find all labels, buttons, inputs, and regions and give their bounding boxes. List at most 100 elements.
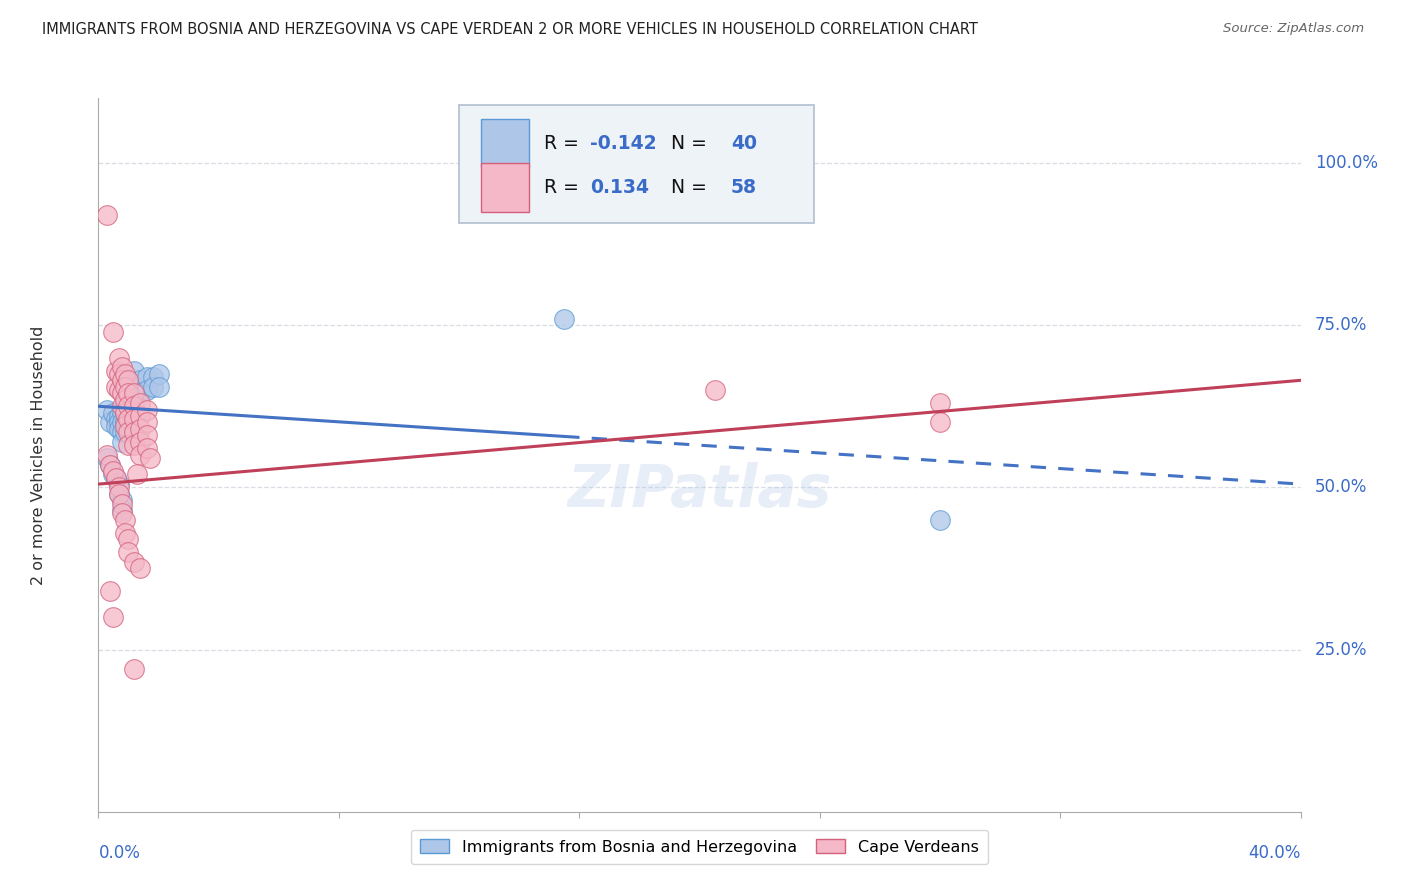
Point bbox=[108, 422, 131, 436]
Point bbox=[124, 412, 146, 426]
Point bbox=[124, 399, 146, 413]
Point bbox=[111, 434, 134, 449]
Text: R =: R = bbox=[544, 178, 585, 197]
Point bbox=[111, 386, 134, 401]
Point bbox=[129, 373, 152, 387]
Text: ZIPatlas: ZIPatlas bbox=[567, 462, 832, 519]
Point bbox=[96, 208, 118, 222]
Point bbox=[129, 422, 152, 436]
Point bbox=[117, 438, 139, 452]
Point bbox=[124, 425, 146, 440]
Point bbox=[108, 487, 131, 501]
FancyBboxPatch shape bbox=[481, 163, 529, 211]
Point bbox=[117, 399, 139, 413]
Point bbox=[114, 367, 136, 381]
Point bbox=[117, 533, 139, 547]
Text: 0.134: 0.134 bbox=[591, 178, 650, 197]
Point bbox=[124, 386, 146, 401]
Text: N =: N = bbox=[658, 134, 713, 153]
Text: 50.0%: 50.0% bbox=[1315, 478, 1368, 496]
Point bbox=[114, 406, 136, 420]
Point bbox=[129, 561, 152, 575]
Text: N =: N = bbox=[658, 178, 713, 197]
Point bbox=[135, 428, 157, 442]
Point bbox=[129, 409, 152, 423]
Point bbox=[135, 442, 157, 456]
Point bbox=[114, 416, 136, 430]
Point bbox=[111, 360, 134, 375]
Point bbox=[114, 380, 136, 394]
Point bbox=[108, 477, 131, 491]
Point bbox=[135, 416, 157, 430]
Point bbox=[108, 409, 131, 423]
Point bbox=[114, 392, 136, 407]
Point bbox=[553, 311, 575, 326]
Point bbox=[108, 351, 131, 365]
Point bbox=[129, 396, 152, 410]
Point bbox=[135, 370, 157, 384]
Point bbox=[103, 610, 125, 624]
Point bbox=[117, 406, 139, 420]
Point bbox=[117, 425, 139, 440]
Point bbox=[117, 412, 139, 426]
Point bbox=[114, 425, 136, 440]
Point bbox=[100, 584, 122, 599]
Text: 75.0%: 75.0% bbox=[1315, 316, 1368, 334]
Text: 2 or more Vehicles in Household: 2 or more Vehicles in Household bbox=[31, 326, 46, 584]
Point bbox=[127, 467, 149, 482]
Point bbox=[105, 380, 128, 394]
Point bbox=[114, 406, 136, 420]
Point bbox=[114, 525, 136, 540]
Point bbox=[108, 383, 131, 397]
Point bbox=[929, 513, 952, 527]
Point bbox=[105, 470, 128, 484]
Point bbox=[129, 448, 152, 462]
Point bbox=[129, 386, 152, 401]
Point bbox=[100, 416, 122, 430]
Text: 40: 40 bbox=[731, 134, 756, 153]
Point bbox=[111, 493, 134, 508]
Point bbox=[96, 451, 118, 466]
Point bbox=[117, 416, 139, 430]
Point bbox=[929, 416, 952, 430]
Point bbox=[111, 399, 134, 413]
Text: 40.0%: 40.0% bbox=[1249, 844, 1301, 862]
Point bbox=[111, 506, 134, 520]
Point bbox=[138, 451, 160, 466]
Point bbox=[103, 325, 125, 339]
Text: R =: R = bbox=[544, 134, 585, 153]
Point bbox=[148, 367, 170, 381]
Point bbox=[111, 416, 134, 430]
Point bbox=[124, 380, 146, 394]
Point bbox=[108, 480, 131, 494]
Point bbox=[117, 373, 139, 387]
Point bbox=[703, 383, 725, 397]
Point bbox=[108, 416, 131, 430]
FancyBboxPatch shape bbox=[481, 119, 529, 168]
Point bbox=[96, 448, 118, 462]
Text: IMMIGRANTS FROM BOSNIA AND HERZEGOVINA VS CAPE VERDEAN 2 OR MORE VEHICLES IN HOU: IMMIGRANTS FROM BOSNIA AND HERZEGOVINA V… bbox=[42, 22, 979, 37]
Text: 100.0%: 100.0% bbox=[1315, 154, 1378, 172]
Text: 25.0%: 25.0% bbox=[1315, 640, 1368, 658]
Point bbox=[129, 434, 152, 449]
Point bbox=[114, 418, 136, 433]
Point bbox=[114, 399, 136, 413]
Point bbox=[124, 555, 146, 569]
Point bbox=[108, 487, 131, 501]
Point bbox=[929, 396, 952, 410]
Point bbox=[141, 380, 163, 394]
Point bbox=[124, 662, 146, 676]
Point bbox=[117, 545, 139, 559]
Point bbox=[105, 363, 128, 377]
Point bbox=[148, 380, 170, 394]
Point bbox=[103, 464, 125, 478]
Point bbox=[141, 370, 163, 384]
Point bbox=[114, 513, 136, 527]
Point bbox=[124, 392, 146, 407]
Point bbox=[135, 402, 157, 417]
Point bbox=[100, 458, 122, 472]
Point bbox=[135, 383, 157, 397]
Point bbox=[105, 412, 128, 426]
Legend: Immigrants from Bosnia and Herzegovina, Cape Verdeans: Immigrants from Bosnia and Herzegovina, … bbox=[411, 830, 988, 864]
Point bbox=[117, 396, 139, 410]
